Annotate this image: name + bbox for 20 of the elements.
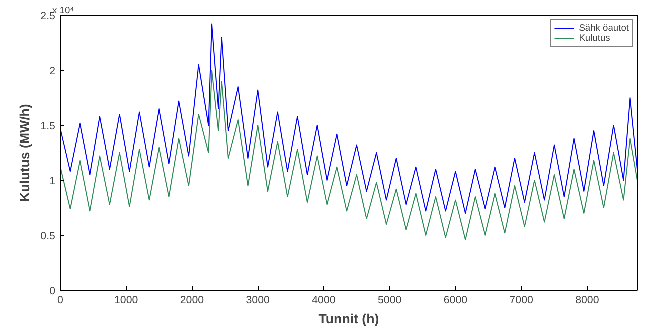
x-tick-label: 3000 bbox=[246, 294, 270, 306]
x-tick-label: 5000 bbox=[378, 294, 402, 306]
y-tick-label: 2 bbox=[50, 66, 56, 78]
legend-label: Kulutus bbox=[579, 33, 610, 43]
y-tick-label: 0.5 bbox=[40, 230, 56, 242]
x-tick-label: 0 bbox=[58, 294, 64, 306]
x-tick-label: 4000 bbox=[312, 294, 336, 306]
x-tick-label: 6000 bbox=[444, 294, 468, 306]
legend-label: Sähk öautot bbox=[579, 23, 629, 33]
y-tick-label: 1.5 bbox=[40, 120, 56, 132]
x-axis-title: Tunnit (h) bbox=[318, 312, 380, 326]
x-tick-label: 8000 bbox=[576, 294, 600, 306]
y-tick-label: 1 bbox=[50, 176, 56, 188]
x-tick-label: 2000 bbox=[180, 294, 204, 306]
y-axis-title: Kulutus (MW/h) bbox=[18, 104, 33, 202]
x-tick-label: 1000 bbox=[114, 294, 138, 306]
line-series bbox=[60, 24, 638, 214]
line-series bbox=[60, 70, 638, 240]
y-tick-label: 0 bbox=[50, 286, 56, 298]
x-tick-label: 7000 bbox=[510, 294, 534, 306]
